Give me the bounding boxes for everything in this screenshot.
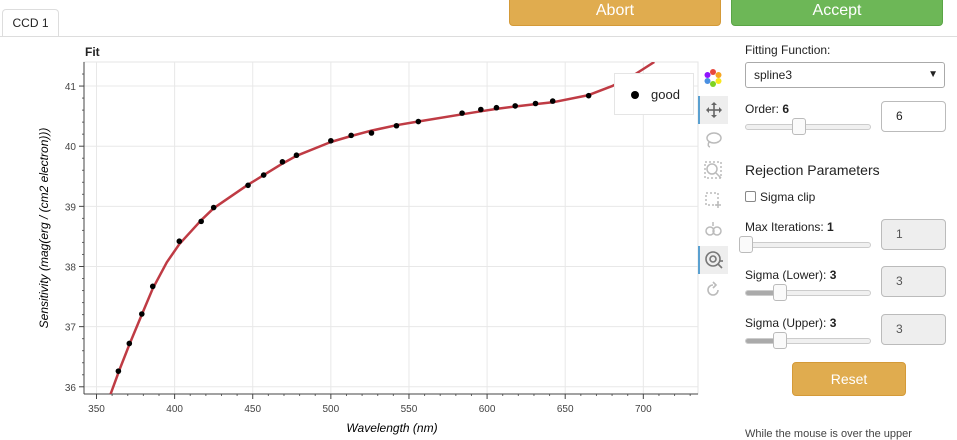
sigma-upper-input[interactable]: 3 [881, 314, 946, 345]
data-point[interactable] [260, 172, 267, 178]
sigma-lower-slider-handle[interactable] [773, 284, 788, 301]
x-tick-label: 700 [635, 404, 652, 415]
wheel-zoom-active-icon[interactable] [698, 246, 728, 274]
data-point[interactable] [549, 98, 556, 104]
bokeh-logo-icon[interactable] [698, 64, 728, 92]
data-point[interactable] [210, 204, 217, 211]
order-slider-handle[interactable] [791, 118, 806, 135]
lasso-select-icon[interactable] [698, 126, 728, 154]
x-tick-label: 600 [479, 404, 496, 415]
max-iterations-label: Max Iterations: 1 [745, 220, 834, 234]
data-point[interactable] [198, 218, 204, 225]
pan-icon[interactable] [698, 96, 728, 124]
y-tick-label: 40 [65, 142, 77, 153]
wheel-zoom-icon[interactable] [698, 216, 728, 244]
x-tick-label: 400 [166, 404, 183, 415]
data-point[interactable] [512, 103, 519, 109]
fit-line [109, 62, 655, 394]
max-iterations-slider-handle[interactable] [739, 236, 753, 253]
sigma-upper-slider[interactable] [745, 332, 871, 349]
sigma-lower-slider[interactable] [745, 284, 871, 301]
data-point[interactable] [126, 340, 133, 347]
sigma-upper-label: Sigma (Upper): 3 [745, 316, 837, 330]
y-axis-label: Sensitivity (mag(erg / (cm2 electron))) [37, 128, 51, 329]
sigma-lower-label: Sigma (Lower): 3 [745, 268, 837, 282]
sigma-lower-input[interactable]: 3 [881, 266, 946, 297]
fitting-function-label: Fitting Function: [745, 43, 831, 57]
sigma-clip-checkbox[interactable] [745, 191, 756, 202]
legend: good [614, 73, 694, 115]
help-text: While the mouse is over the upper [745, 428, 912, 440]
data-point[interactable] [368, 130, 375, 136]
reset-icon[interactable] [698, 276, 728, 304]
x-tick-label: 450 [244, 404, 261, 415]
box-select-icon[interactable] [698, 186, 728, 214]
rejection-parameters-heading: Rejection Parameters [745, 162, 880, 178]
y-tick-label: 38 [65, 262, 77, 273]
order-label: Order: 6 [745, 102, 790, 116]
data-point[interactable] [279, 159, 286, 165]
legend-label: good [651, 87, 680, 102]
max-iterations-slider[interactable] [739, 236, 871, 253]
order-input[interactable]: 6 [881, 101, 946, 132]
data-point[interactable] [115, 368, 122, 374]
fit-plot[interactable]: 350 400 450 500 550 600 650 700 36 37 38 39 40 41 Wav… [0, 0, 700, 439]
tab-divider [0, 36, 957, 37]
max-iterations-input[interactable]: 1 [881, 219, 946, 250]
data-point[interactable] [532, 100, 539, 107]
data-point[interactable] [149, 283, 156, 290]
sigma-lower-slider-fill [746, 291, 781, 295]
y-tick-label: 39 [65, 202, 77, 213]
x-tick-label: 650 [557, 404, 574, 415]
y-tick-label: 37 [65, 323, 77, 334]
data-point[interactable] [328, 137, 334, 144]
legend-dot [631, 91, 639, 99]
x-tick-label: 500 [323, 404, 340, 415]
data-point[interactable] [245, 182, 251, 189]
plot-area [83, 61, 699, 395]
x-tick-label: 350 [88, 404, 105, 415]
plot-title: Fit [85, 45, 100, 59]
order-slider[interactable] [745, 118, 871, 135]
data-point[interactable] [139, 311, 145, 317]
data-point[interactable] [348, 132, 354, 139]
y-tick-label: 41 [65, 82, 77, 93]
data-point[interactable] [176, 238, 183, 245]
data-point[interactable] [293, 152, 300, 159]
fitting-function-select[interactable]: spline3 ▼ [745, 62, 945, 88]
x-tick-label: 550 [401, 404, 418, 415]
x-axis-label: Wavelength (nm) [346, 421, 437, 435]
data-point[interactable] [493, 104, 500, 111]
data-point[interactable] [415, 118, 422, 125]
sigma-clip-label: Sigma clip [760, 190, 816, 204]
sigma-upper-slider-handle[interactable] [773, 332, 788, 349]
data-point[interactable] [478, 106, 484, 113]
chevron-down-icon: ▼ [928, 69, 938, 80]
abort-button[interactable]: Abort [509, 0, 721, 26]
sigma-upper-slider-fill [746, 339, 781, 343]
data-point[interactable] [585, 92, 592, 99]
y-tick-label: 36 [65, 383, 77, 394]
accept-button[interactable]: Accept [731, 0, 943, 26]
zoom-icon[interactable] [698, 156, 728, 184]
data-point[interactable] [393, 122, 400, 129]
fitting-function-value: spline3 [754, 68, 793, 82]
tab-ccd1[interactable]: CCD 1 [2, 9, 59, 36]
reset-button[interactable]: Reset [792, 362, 906, 396]
data-point[interactable] [459, 110, 465, 116]
